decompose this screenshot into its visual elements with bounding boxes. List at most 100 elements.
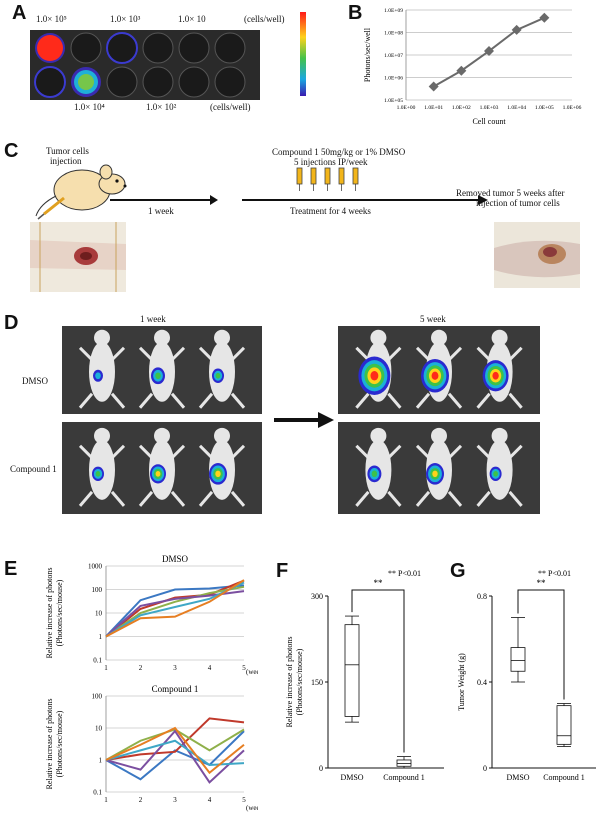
mouse-illustration	[35, 164, 127, 220]
mouse-limb	[170, 392, 186, 409]
luminescence-signal	[493, 471, 498, 477]
f-y-label-2: (Photons/sec/mouse)	[295, 648, 304, 715]
mouse-limb	[110, 392, 126, 409]
mouse-limb	[138, 392, 154, 409]
panel-label-e: E	[4, 558, 18, 580]
mouse-limb	[508, 490, 523, 507]
e-y-tick: 0.1	[93, 789, 102, 797]
mouse-head	[491, 427, 508, 444]
sig-bracket	[517, 589, 565, 700]
e-x-tick: 4	[208, 664, 212, 672]
mouse-limb	[415, 444, 431, 459]
panel-label-g: G	[450, 560, 466, 582]
mouse-limb	[476, 490, 491, 507]
d-row1-label: DMSO	[22, 376, 49, 386]
b-y-tick: 1.0E+05	[384, 98, 403, 104]
luminescence-signal	[492, 371, 499, 380]
a-unit-bottom: (cells/well)	[210, 102, 251, 112]
e-series-line	[105, 585, 245, 638]
a-top-label-3: 1.0× 10	[178, 14, 206, 24]
mouse-head	[431, 427, 447, 444]
box-y-tick: 0	[319, 764, 323, 773]
mouse-limb	[508, 392, 523, 409]
b-data-point	[484, 46, 494, 57]
box-category-label: DMSO	[340, 773, 363, 782]
mouse-limb	[110, 346, 126, 361]
luminescence-signal	[371, 470, 378, 478]
removed-tumor-photo	[494, 222, 580, 288]
d-row2-label: Compound 1	[10, 464, 57, 474]
e-x-unit: (week)	[246, 804, 258, 812]
mouse-limb	[78, 490, 94, 507]
mouse-head	[94, 329, 110, 346]
mouse-limb	[198, 490, 214, 507]
luminescence-signal	[215, 470, 221, 478]
mouse-head	[214, 427, 230, 444]
mouse-limb	[78, 346, 94, 361]
b-y-tick: 1.0E+09	[384, 8, 403, 14]
removed-tumor-photo-image	[494, 222, 580, 288]
sig-stars: **	[537, 578, 547, 588]
mouse-head	[214, 329, 230, 346]
e-series-line	[105, 581, 245, 638]
b-y-tick: 1.0E+06	[384, 76, 403, 82]
mouse-limb	[447, 444, 463, 459]
e-x-tick: 1	[104, 796, 108, 804]
a-bottom-label-1: 1.0× 10⁴	[74, 102, 105, 112]
a-unit-top: (cells/well)	[244, 14, 285, 24]
mouse-head	[154, 329, 170, 346]
mouse-limb	[387, 490, 402, 507]
e-series-line	[105, 726, 245, 775]
b-x-tick: 1.0E+03	[480, 105, 499, 111]
p-value-note: ** P<0.01	[388, 569, 421, 578]
mouse-limb	[198, 346, 214, 361]
e-y-tick: 1	[99, 757, 103, 765]
b-data-point	[428, 81, 439, 92]
mouse-head	[370, 329, 387, 346]
e-chart-title: Compound 1	[152, 684, 199, 694]
mouse-head	[370, 427, 387, 444]
c-removed-label-1: Removed tumor 5 weeks after	[456, 188, 565, 198]
box-y-tick: 0	[483, 764, 487, 773]
tumor-injection-photo	[30, 222, 126, 292]
tumor-injection-photo-image	[30, 222, 126, 292]
chart-f: 0 150 300 DMSO Compound 1 ** ** P<0.01 Relative…	[285, 569, 444, 782]
e-y-label-1: Relative increase of photons	[45, 568, 54, 659]
mouse-limb	[415, 490, 431, 507]
e-series-line	[105, 728, 245, 761]
sig-bracket	[351, 589, 405, 753]
mouse-limb	[447, 392, 463, 409]
a-top-label-2: 1.0× 10³	[110, 14, 141, 24]
e-y-tick: 10	[95, 725, 103, 733]
mouse-limb	[355, 444, 370, 459]
e-x-tick: 2	[139, 796, 143, 804]
luminescence-signal	[431, 371, 439, 380]
c-injections-label: 5 injections IP/week	[294, 157, 368, 167]
mouse-imaging-grid	[62, 326, 540, 514]
box-iqr	[344, 624, 360, 717]
luminescence-signal	[215, 372, 221, 379]
mouse-limb	[355, 392, 370, 409]
chart-g: 0 0.4 0.8 DMSO Compound 1 **** P<0.01 Tumor We…	[457, 569, 596, 782]
e-x-tick: 5	[242, 796, 246, 804]
mouse-limb	[198, 444, 214, 459]
e-y-label-1: Relative increase of photons	[45, 699, 54, 790]
sig-stars: **	[374, 578, 384, 588]
luminescence-signal	[155, 470, 161, 477]
e-y-tick: 100	[92, 693, 103, 701]
mouse-limb	[170, 490, 186, 507]
b-x-tick: 1.0E+05	[535, 105, 554, 111]
luminescence-signal	[155, 372, 161, 380]
box-y-tick: 0.4	[477, 678, 487, 687]
box-category-label: Compound 1	[383, 773, 425, 782]
mouse-limb	[110, 490, 126, 507]
b-x-tick: 1.0E+06	[563, 105, 582, 111]
b-y-label: Photons/sec/well	[363, 27, 372, 82]
luminescence-signal	[370, 371, 379, 381]
luminescence-signal	[432, 470, 438, 478]
e-y-tick: 1000	[88, 563, 103, 571]
mouse-limb	[415, 346, 431, 361]
c-treatment-label: Treatment for 4 weeks	[290, 206, 371, 216]
g-y-label: Tumor Weight (g)	[457, 653, 466, 711]
